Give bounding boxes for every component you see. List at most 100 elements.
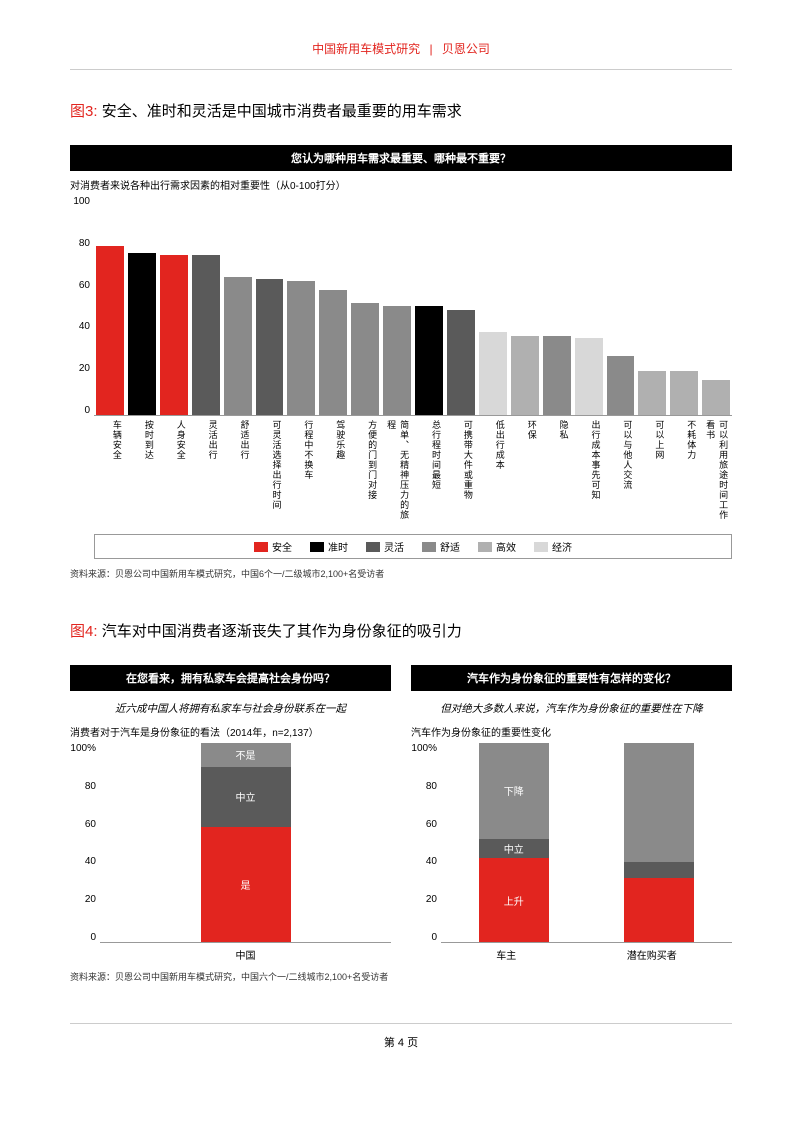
chart-xlabel: 行程中不换车 — [287, 416, 315, 526]
figure-3-plot — [94, 196, 732, 416]
figure-3-text: 安全、准时和灵活是中国城市消费者最重要的用车需求 — [102, 103, 462, 120]
chart-bar — [160, 255, 188, 415]
figure-4-right-plot: 下降中立上升 — [441, 743, 732, 943]
chart-xlabel: 可以上网 — [638, 416, 666, 526]
ytick: 100% — [411, 743, 437, 754]
chart-xlabel: 驾驶乐趣 — [319, 416, 347, 526]
ytick: 20 — [79, 363, 90, 374]
figure-4-left-plot: 不是中立是 — [100, 743, 391, 943]
chart-xlabel: 可灵活选择出行时间 — [256, 416, 284, 526]
page-number: 第 4 页 — [384, 1037, 418, 1049]
figure-4-left-xlabel: 中国 — [100, 943, 391, 962]
figure-4-left-stack: 不是中立是 — [201, 743, 291, 942]
ytick: 20 — [85, 894, 96, 905]
figure-4-source: 资料来源：贝恩公司中国新用车模式研究，中国六个一/二线城市2,100+名受访者 — [70, 970, 732, 983]
figure-3-label: 图3: — [70, 103, 98, 120]
legend-item: 安全 — [254, 539, 292, 554]
ytick: 0 — [84, 405, 90, 416]
ytick: 80 — [426, 781, 437, 792]
chart-bar — [128, 253, 156, 415]
chart-xlabel: 按时到达 — [128, 416, 156, 526]
header-title: 中国新用车模式研究 — [312, 42, 420, 56]
ytick: 40 — [79, 321, 90, 332]
figure-3-bars — [94, 196, 732, 415]
chart-bar — [224, 277, 252, 415]
chart-xlabel: 简单、无精神压力的旅程 — [383, 416, 411, 526]
stack-column — [624, 743, 694, 942]
page-header: 中国新用车模式研究 | 贝恩公司 — [70, 40, 732, 70]
figure-4-text: 汽车对中国消费者逐渐丧失了其作为身份象征的吸引力 — [102, 623, 462, 640]
figure-3-question: 您认为哪种用车需求最重要、哪种最不重要？ — [70, 145, 732, 171]
figure-4-right-subtitle: 汽车作为身份象征的重要性变化 — [411, 724, 732, 739]
chart-bar — [670, 371, 698, 415]
ytick: 20 — [426, 894, 437, 905]
figure-4-left-question: 在您看来，拥有私家车会提高社会身份吗？ — [70, 665, 391, 691]
chart-xlabel: 环保 — [511, 416, 539, 526]
legend-item: 灵活 — [366, 539, 404, 554]
ytick: 100% — [70, 743, 96, 754]
ytick: 40 — [426, 856, 437, 867]
stack-segment: 上升 — [479, 858, 549, 942]
chart-bar — [607, 356, 635, 415]
chart-bar — [256, 279, 284, 415]
header-company: 贝恩公司 — [442, 42, 490, 56]
chart-xlabel: 出行成本事先可知 — [575, 416, 603, 526]
figure-4-left-italic: 近六成中国人将拥有私家车与社会身份联系在一起 — [70, 701, 391, 716]
ytick: 40 — [85, 856, 96, 867]
chart-xlabel: 潜在购买者 — [627, 947, 677, 962]
figure-4-columns: 在您看来，拥有私家车会提高社会身份吗？ 近六成中国人将拥有私家车与社会身份联系在… — [70, 665, 732, 962]
chart-xlabel: 不耗体力 — [670, 416, 698, 526]
legend-swatch — [534, 542, 548, 552]
ytick: 0 — [90, 932, 96, 943]
figure-4-left-chart: 100%806040200 不是中立是 — [70, 743, 391, 943]
figure-3-yaxis: 100806040200 — [70, 196, 94, 416]
stack-segment: 中立 — [201, 767, 291, 827]
chart-xlabel: 车辆安全 — [96, 416, 124, 526]
legend-item: 高效 — [478, 539, 516, 554]
figure-3-legend: 安全准时灵活舒适高效经济 — [94, 534, 732, 559]
stack-column: 下降中立上升 — [479, 743, 549, 942]
chart-xlabel: 舒适出行 — [224, 416, 252, 526]
chart-bar — [351, 303, 379, 415]
figure-4-right-question: 汽车作为身份象征的重要性有怎样的变化？ — [411, 665, 732, 691]
legend-item: 准时 — [310, 539, 348, 554]
stack-segment: 下降 — [479, 743, 549, 839]
chart-bar — [319, 290, 347, 415]
chart-xlabel: 方便的门到门对接 — [351, 416, 379, 526]
figure-4-right-yaxis: 100%806040200 — [411, 743, 441, 943]
chart-bar — [383, 306, 411, 416]
legend-item: 舒适 — [422, 539, 460, 554]
chart-xlabel: 可以利用旅途时间工作看书 — [702, 416, 730, 526]
figure-3-source: 资料来源：贝恩公司中国新用车模式研究，中国6个一/二级城市2,100+名受访者 — [70, 567, 732, 580]
ytick: 80 — [85, 781, 96, 792]
chart-xlabel: 可携带大件或重物 — [447, 416, 475, 526]
figure-3-xlabels: 车辆安全按时到达人身安全灵活出行舒适出行可灵活选择出行时间行程中不换车驾驶乐趣方… — [94, 416, 732, 526]
stack-segment: 是 — [201, 827, 291, 942]
legend-swatch — [254, 542, 268, 552]
figure-4-left: 在您看来，拥有私家车会提高社会身份吗？ 近六成中国人将拥有私家车与社会身份联系在… — [70, 665, 391, 962]
figure-4-right-xlabels: 车主潜在购买者 — [441, 943, 732, 962]
chart-bar — [447, 310, 475, 415]
header-separator: | — [429, 42, 432, 56]
figure-4-title: 图4: 汽车对中国消费者逐渐丧失了其作为身份象征的吸引力 — [70, 620, 732, 641]
chart-xlabel: 低出行成本 — [479, 416, 507, 526]
legend-label: 灵活 — [384, 539, 404, 554]
figure-3-title: 图3: 安全、准时和灵活是中国城市消费者最重要的用车需求 — [70, 100, 732, 121]
chart-bar — [287, 281, 315, 415]
ytick: 60 — [426, 819, 437, 830]
figure-4-right-chart: 100%806040200 下降中立上升 — [411, 743, 732, 943]
figure-4-left-yaxis: 100%806040200 — [70, 743, 100, 943]
legend-swatch — [422, 542, 436, 552]
ytick: 60 — [79, 280, 90, 291]
ytick: 80 — [79, 238, 90, 249]
figure-4-left-subtitle: 消费者对于汽车是身份象征的看法（2014年，n=2,137） — [70, 724, 391, 739]
chart-bar — [511, 336, 539, 415]
figure-4-label: 图4: — [70, 623, 98, 640]
chart-bar — [96, 246, 124, 415]
chart-xlabel: 灵活出行 — [192, 416, 220, 526]
chart-xlabel: 总行程时间最短 — [415, 416, 443, 526]
chart-bar — [192, 255, 220, 415]
legend-label: 准时 — [328, 539, 348, 554]
stack-segment — [624, 743, 694, 862]
stack-segment — [624, 878, 694, 942]
